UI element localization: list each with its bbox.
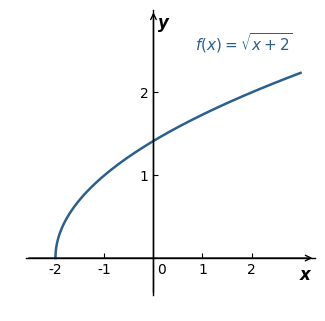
- Text: 0: 0: [157, 263, 166, 277]
- Text: x: x: [300, 266, 310, 284]
- Text: y: y: [158, 14, 169, 32]
- Text: $f(x) = \sqrt{x + 2}$: $f(x) = \sqrt{x + 2}$: [195, 31, 293, 55]
